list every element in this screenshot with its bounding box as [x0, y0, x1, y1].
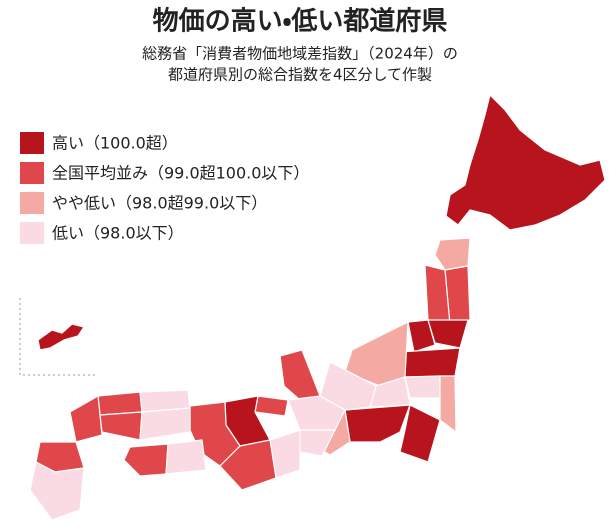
prefecture — [37, 323, 85, 351]
prefecture — [139, 407, 191, 441]
inset-border — [19, 298, 95, 376]
prefecture — [399, 347, 461, 378]
prefecture — [407, 319, 436, 353]
prefecture — [434, 237, 471, 271]
legend-label: 全国平均並み（99.0超100.0以下） — [52, 164, 309, 183]
prefecture — [344, 404, 411, 443]
title: 物価の高い・低い都道府県 — [153, 7, 448, 37]
legend-swatch — [20, 222, 44, 244]
prefecture — [123, 443, 169, 477]
prefecture — [165, 439, 207, 475]
prefecture — [97, 391, 143, 416]
prefecture — [399, 404, 441, 463]
subtitle: 都道府県別の総合指数を4区分して作製 — [168, 66, 432, 84]
legend-label: 高い（100.0超） — [52, 134, 178, 153]
prefecture — [69, 395, 103, 443]
prefecture — [219, 439, 277, 491]
prefecture — [319, 361, 377, 411]
prefecture — [439, 375, 457, 433]
legend-label: 低い（98.0以下） — [52, 224, 184, 243]
prefecture — [279, 349, 321, 401]
prefecture — [254, 395, 289, 417]
prefecture — [29, 461, 85, 521]
subtitle: 総務省「消費者物価地域差指数」（2024年）の — [142, 45, 458, 63]
map — [29, 94, 606, 521]
prefecture — [404, 375, 441, 399]
legend-swatch — [20, 162, 44, 184]
okinawa-inset — [19, 298, 95, 376]
prefecture — [99, 411, 143, 441]
legend: 高い（100.0超） 全国平均並み（99.0超100.0以下） やや低い（98.0超… — [20, 132, 309, 244]
prefecture — [445, 94, 606, 231]
legend-label: やや低い（98.0超99.0以下） — [52, 194, 267, 213]
legend-swatch — [20, 132, 44, 154]
legend-swatch — [20, 192, 44, 214]
